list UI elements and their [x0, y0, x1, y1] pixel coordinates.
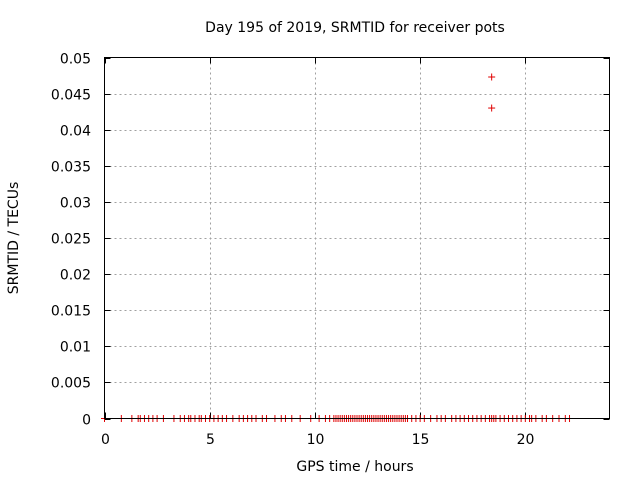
x-tick-label: 0	[101, 432, 110, 448]
y-tick-label: 0.02	[60, 268, 91, 284]
y-tick-label: 0.005	[51, 376, 91, 392]
y-tick-label: 0	[82, 413, 91, 429]
x-tick-label: 15	[412, 432, 430, 448]
y-tick-label: 0.03	[60, 196, 91, 212]
y-tick-label: 0.01	[60, 340, 91, 356]
chart-title: Day 195 of 2019, SRMTID for receiver pot…	[205, 20, 505, 36]
data-point	[488, 73, 496, 81]
y-tick-label: 0.04	[60, 124, 91, 140]
data-point	[488, 104, 496, 112]
x-axis-label: GPS time / hours	[296, 459, 413, 475]
plot-frame	[104, 57, 610, 419]
y-tick-label: 0.045	[51, 88, 91, 104]
x-tick-label: 5	[206, 432, 215, 448]
x-tick-label: 20	[517, 432, 535, 448]
y-tick-label: 0.025	[51, 232, 91, 248]
x-tick-label: 10	[307, 432, 325, 448]
y-tick-label: 0.015	[51, 304, 91, 320]
y-axis-label: SRMTID / TECUs	[6, 182, 22, 295]
y-tick-label: 0.035	[51, 160, 91, 176]
y-tick-label: 0.05	[60, 52, 91, 68]
